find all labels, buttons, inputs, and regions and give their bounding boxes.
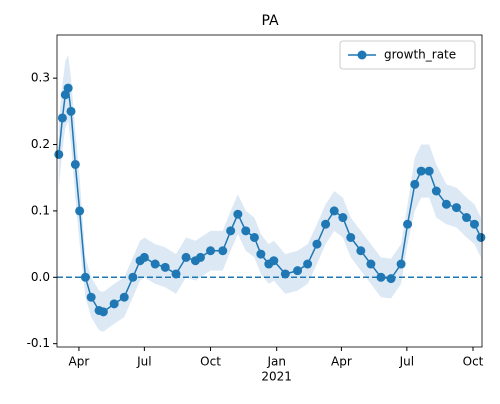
data-point [57,113,67,123]
data-point [321,219,331,229]
data-point [80,272,90,282]
data-point [416,166,426,176]
data-point [462,213,472,223]
data-point [396,259,406,269]
x-year-label: 2021 [261,370,292,384]
data-point [338,213,348,223]
legend-marker [357,50,367,60]
x-tick-label: Jul [136,355,151,369]
x-tick-label: Apr [331,355,352,369]
data-point [469,219,479,229]
y-tick-label: 0.1 [31,203,50,217]
data-point [441,199,451,209]
legend-label: growth_rate [384,48,456,62]
data-point [218,246,228,256]
data-point [241,226,251,236]
data-point [226,226,236,236]
data-point [171,269,181,279]
data-point [160,262,170,272]
y-tick-label: 0.0 [31,270,50,284]
x-tick-label: Jul [399,355,414,369]
y-tick-label: 0.3 [31,71,50,85]
data-point [195,252,205,262]
data-point [303,259,313,269]
y-tick-label: -0.1 [27,336,50,350]
data-point [63,83,73,93]
plot-frame [56,34,483,348]
data-point [329,206,339,216]
data-point [410,179,420,189]
legend-box [339,40,476,70]
x-tick-label: Oct [463,355,484,369]
data-point [139,252,149,262]
data-point [403,219,413,229]
data-point [366,259,376,269]
data-point [119,292,129,302]
x-tick-label: Oct [200,355,221,369]
data-point [66,106,76,116]
data-point [431,186,441,196]
confidence-band [58,54,481,332]
data-point [109,299,119,309]
data-point [75,206,85,216]
data-point [269,256,279,266]
data-point [206,246,216,256]
data-point [54,149,64,159]
data-point [386,274,396,284]
data-point [70,159,80,169]
data-point [86,292,96,302]
data-point [98,307,108,317]
data-point [293,266,303,276]
data-point [451,203,461,213]
data-point [233,209,243,219]
data-point [280,269,290,279]
data-point [312,239,322,249]
data-point [256,249,266,259]
y-tick-label: 0.2 [31,137,50,151]
chart-title: PA [261,13,279,29]
data-point [424,166,434,176]
x-tick-label: Apr [69,355,90,369]
data-point [376,272,386,282]
data-point [128,272,138,282]
data-point [249,232,259,242]
data-point [181,252,191,262]
data-point [346,232,356,242]
data-point [150,259,160,269]
data-point [356,246,366,256]
data-point [476,232,486,242]
x-tick-label: Jan [266,355,286,369]
